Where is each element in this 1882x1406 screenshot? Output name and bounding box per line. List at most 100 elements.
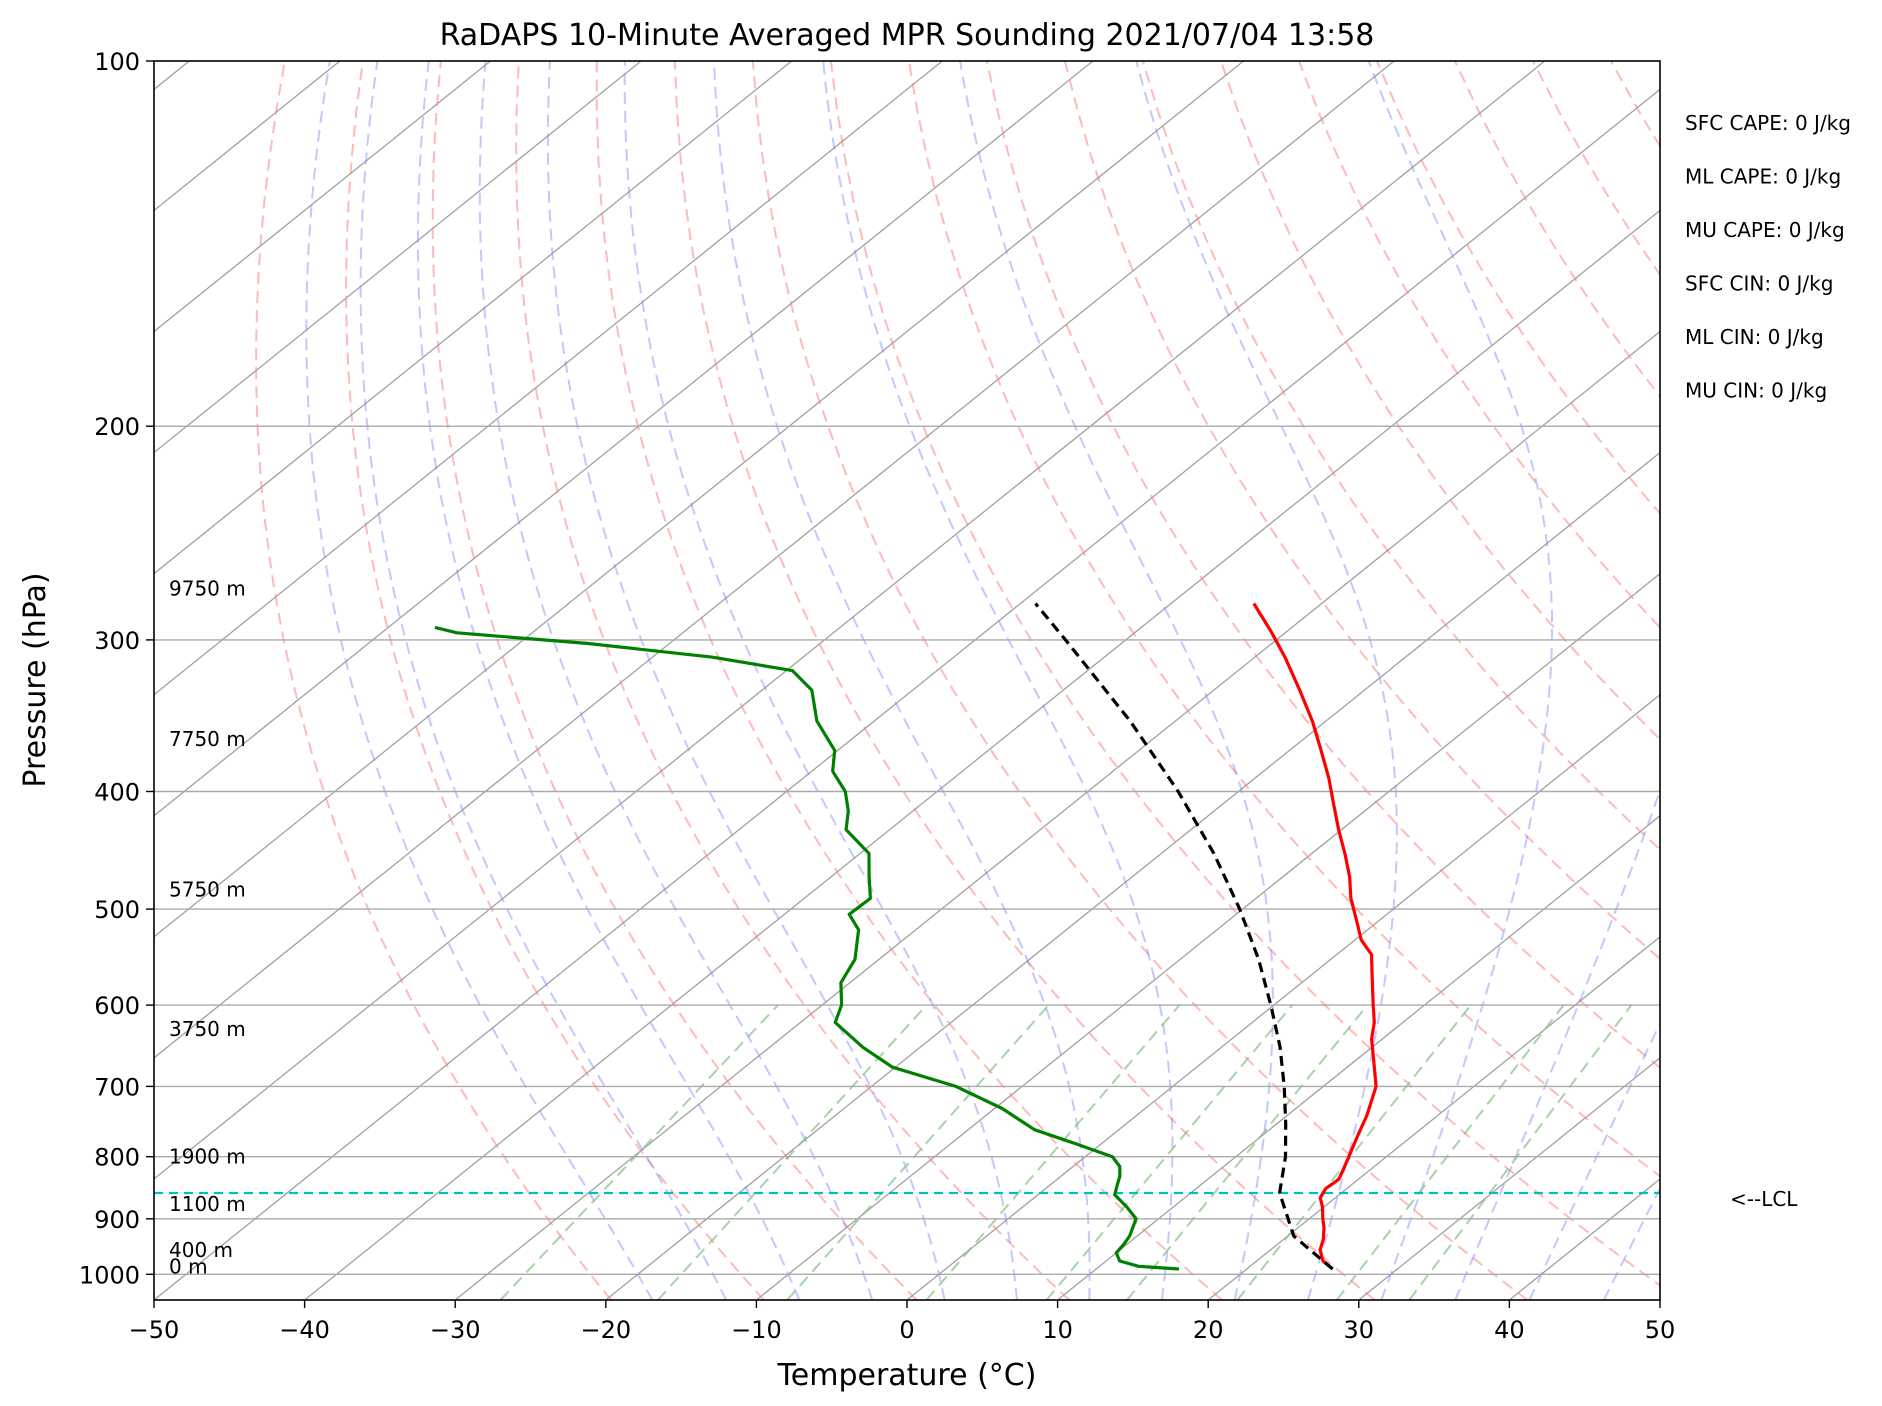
- dry-adiabat-line: [345, 61, 765, 1300]
- moist-adiabat-line: [305, 61, 654, 1300]
- parcel-profile: [1034, 602, 1334, 1271]
- x-tick-label: −40: [279, 1316, 330, 1344]
- x-tick-label: −30: [430, 1316, 481, 1344]
- mixing-ratio-line: [1045, 1004, 1294, 1300]
- pressure-gridlines: [154, 425, 1660, 1276]
- y-tick-label: 600: [94, 992, 140, 1020]
- y-tick-label: 900: [94, 1206, 140, 1234]
- stability-annotation: ML CAPE: 0 J/kg: [1685, 165, 1841, 189]
- y-tick-label: 800: [94, 1144, 140, 1172]
- dry-adiabat-line: [673, 61, 1376, 1300]
- dry-adiabat-line: [829, 61, 1660, 1287]
- moist-adiabat-line: [959, 61, 1274, 1300]
- isotherm-line: [755, 572, 1660, 1300]
- isotherm-line: [154, 61, 793, 575]
- moist-adiabat-line: [713, 61, 1091, 1300]
- dry-adiabat-line: [1063, 61, 1660, 961]
- temperature-profile: [1252, 602, 1378, 1271]
- isotherm-line: [154, 88, 1660, 1300]
- moist-adiabat-line: [1603, 1186, 1660, 1300]
- x-axis-label: Temperature (°C): [777, 1358, 1037, 1393]
- isotherm-line: [154, 61, 642, 454]
- mixing-ratio-line: [1236, 1004, 1472, 1300]
- dry-adiabat-line: [431, 61, 918, 1300]
- mixing-ratio-line: [499, 1004, 779, 1300]
- isotherm-line: [154, 61, 1094, 817]
- moist-adiabat-line: [359, 61, 728, 1300]
- height-label: 1100 m: [169, 1192, 246, 1216]
- isotherm-line: [154, 61, 1244, 938]
- y-tick-label: 700: [94, 1073, 140, 1101]
- stability-annotation: SFC CIN: 0 J/kg: [1685, 272, 1833, 296]
- stability-annotation: ML CIN: 0 J/kg: [1685, 325, 1824, 349]
- dry-adiabat-line: [1219, 61, 1660, 741]
- isotherm-line: [1358, 1057, 1660, 1300]
- isotherm-line: [154, 61, 1546, 1180]
- x-tick-label: 30: [1344, 1316, 1375, 1344]
- isotherm-line: [1207, 935, 1660, 1300]
- x-tick-label: −10: [731, 1316, 782, 1344]
- moist-adiabat-line: [623, 61, 1018, 1300]
- profiles: [434, 602, 1378, 1271]
- y-axis-ticks: 100 200 300 400 500 600 700 800 900 1000: [79, 48, 154, 1289]
- height-label: 400 m: [169, 1238, 233, 1262]
- x-tick-label: 0: [899, 1316, 914, 1344]
- moist-adiabat-line: [1528, 1021, 1660, 1300]
- moist-adiabat-line: [478, 61, 874, 1300]
- isotherm-line: [605, 451, 1660, 1300]
- dry-adiabat-line: [751, 61, 1529, 1300]
- isotherm-line: [304, 209, 1660, 1300]
- y-tick-label: 400: [94, 779, 140, 807]
- dry-adiabat-line: [515, 61, 1071, 1300]
- mixing-ratio-line: [925, 1004, 1181, 1300]
- height-label: 3750 m: [169, 1017, 246, 1041]
- y-axis-label: Pressure (hPa): [18, 572, 53, 787]
- mixing-ratio-line: [1336, 1004, 1565, 1300]
- stability-annotation: MU CIN: 0 J/kg: [1685, 379, 1827, 403]
- dry-adiabat-line: [595, 61, 1223, 1300]
- mixing-ratio-line: [1126, 1004, 1369, 1300]
- y-tick-label: 500: [94, 896, 140, 924]
- y-tick-label: 1000: [79, 1261, 140, 1289]
- moist-adiabat-line: [1135, 61, 1398, 1300]
- stability-annotations: SFC CAPE: 0 J/kg ML CAPE: 0 J/kg MU CAPE: …: [1685, 111, 1851, 403]
- y-tick-label: 300: [94, 627, 140, 655]
- isotherm-line: [1057, 814, 1660, 1300]
- dry-adiabat-line: [255, 61, 612, 1300]
- height-label: 1900 m: [169, 1145, 246, 1169]
- lcl-label: <--LCL: [1730, 1187, 1798, 1211]
- mixing-ratio-line: [786, 1004, 1050, 1300]
- isotherm-line: [154, 61, 943, 696]
- isotherm-line: [154, 61, 491, 333]
- x-tick-label: −20: [580, 1316, 631, 1344]
- height-label: 9750 m: [169, 576, 246, 600]
- height-label: 0 m: [169, 1254, 208, 1278]
- height-label: 7750 m: [169, 727, 246, 751]
- y-tick-label: 200: [94, 413, 140, 441]
- height-label: 5750 m: [169, 878, 246, 902]
- moist-adiabat-line: [1454, 787, 1660, 1300]
- background-lines: [154, 61, 1660, 1300]
- isotherm-line: [454, 330, 1660, 1300]
- isotherm-line: [906, 693, 1660, 1300]
- isotherm-line: [154, 61, 1395, 1059]
- moist-adiabat-line: [546, 61, 946, 1300]
- mixing-ratio-line: [1408, 1004, 1633, 1300]
- stability-annotation: MU CAPE: 0 J/kg: [1685, 218, 1845, 242]
- mixing-ratio-line: [657, 1004, 928, 1300]
- x-tick-label: −50: [129, 1316, 180, 1344]
- dry-adiabat-line: [985, 61, 1660, 1069]
- stability-annotation: SFC CAPE: 0 J/kg: [1685, 111, 1851, 135]
- y-tick-label: 100: [94, 48, 140, 76]
- moist-adiabat-line: [1367, 61, 1554, 1300]
- x-tick-label: 20: [1193, 1316, 1224, 1344]
- moist-adiabat-line: [416, 61, 801, 1300]
- dewpoint-profile: [434, 625, 1180, 1271]
- x-tick-label: 10: [1042, 1316, 1073, 1344]
- x-axis-ticks: −50 −40 −30 −20 −10 0 10 20 30 40 50: [129, 1300, 1676, 1344]
- x-tick-label: 40: [1494, 1316, 1525, 1344]
- x-tick-label: 50: [1645, 1316, 1676, 1344]
